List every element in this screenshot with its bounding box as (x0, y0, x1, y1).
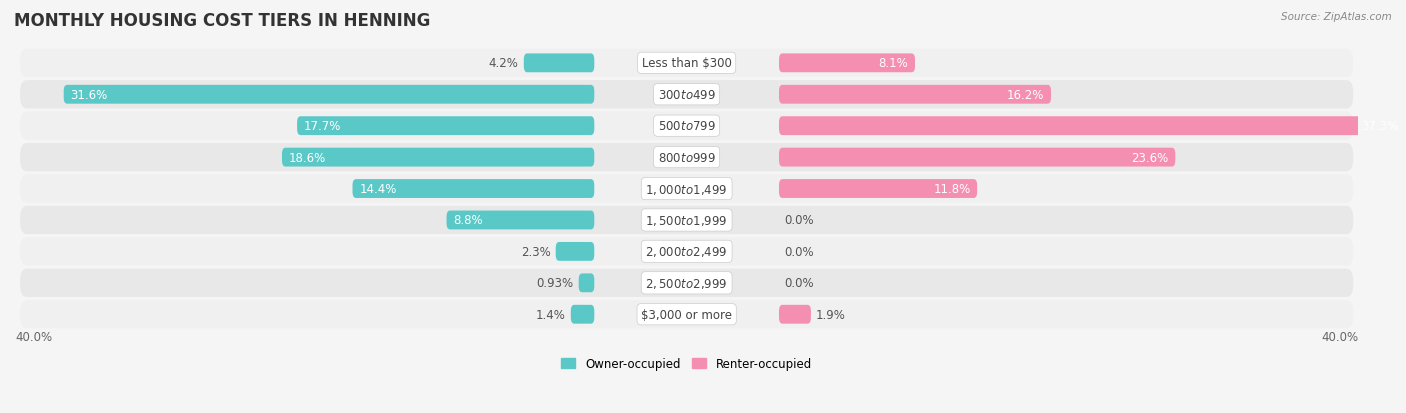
FancyBboxPatch shape (779, 54, 915, 73)
FancyBboxPatch shape (779, 305, 811, 324)
Text: 4.2%: 4.2% (489, 57, 519, 70)
Text: 14.4%: 14.4% (359, 183, 396, 196)
FancyBboxPatch shape (297, 117, 595, 136)
FancyBboxPatch shape (20, 300, 1353, 329)
Text: 11.8%: 11.8% (934, 183, 970, 196)
Text: 0.93%: 0.93% (537, 277, 574, 290)
Text: 2.3%: 2.3% (520, 245, 551, 258)
FancyBboxPatch shape (779, 117, 1406, 136)
FancyBboxPatch shape (779, 85, 1052, 104)
FancyBboxPatch shape (20, 269, 1353, 297)
FancyBboxPatch shape (579, 274, 595, 292)
FancyBboxPatch shape (283, 148, 595, 167)
FancyBboxPatch shape (20, 175, 1353, 203)
Text: $2,500 to $2,999: $2,500 to $2,999 (645, 276, 728, 290)
FancyBboxPatch shape (63, 85, 595, 104)
FancyBboxPatch shape (20, 144, 1353, 172)
FancyBboxPatch shape (20, 50, 1353, 78)
Text: 8.1%: 8.1% (879, 57, 908, 70)
Text: 16.2%: 16.2% (1007, 88, 1045, 102)
Text: 0.0%: 0.0% (785, 245, 814, 258)
FancyBboxPatch shape (20, 206, 1353, 235)
Text: 40.0%: 40.0% (15, 330, 52, 343)
Text: Less than $300: Less than $300 (641, 57, 731, 70)
Text: 0.0%: 0.0% (785, 214, 814, 227)
FancyBboxPatch shape (555, 242, 595, 261)
FancyBboxPatch shape (447, 211, 595, 230)
Text: 23.6%: 23.6% (1132, 151, 1168, 164)
Text: 17.7%: 17.7% (304, 120, 342, 133)
FancyBboxPatch shape (524, 54, 595, 73)
Text: $1,000 to $1,499: $1,000 to $1,499 (645, 182, 728, 196)
Text: 37.3%: 37.3% (1361, 120, 1399, 133)
Text: 40.0%: 40.0% (1322, 330, 1358, 343)
FancyBboxPatch shape (779, 180, 977, 199)
Text: Source: ZipAtlas.com: Source: ZipAtlas.com (1281, 12, 1392, 22)
Text: 0.0%: 0.0% (785, 277, 814, 290)
Text: $500 to $799: $500 to $799 (658, 120, 716, 133)
FancyBboxPatch shape (353, 180, 595, 199)
Text: MONTHLY HOUSING COST TIERS IN HENNING: MONTHLY HOUSING COST TIERS IN HENNING (14, 12, 430, 30)
Text: $300 to $499: $300 to $499 (658, 88, 716, 102)
Text: $2,000 to $2,499: $2,000 to $2,499 (645, 245, 728, 259)
FancyBboxPatch shape (20, 237, 1353, 266)
Legend: Owner-occupied, Renter-occupied: Owner-occupied, Renter-occupied (557, 353, 817, 375)
Text: $800 to $999: $800 to $999 (658, 151, 716, 164)
Text: $1,500 to $1,999: $1,500 to $1,999 (645, 214, 728, 228)
FancyBboxPatch shape (20, 81, 1353, 109)
Text: $3,000 or more: $3,000 or more (641, 308, 733, 321)
FancyBboxPatch shape (20, 112, 1353, 140)
FancyBboxPatch shape (779, 148, 1175, 167)
Text: 8.8%: 8.8% (453, 214, 482, 227)
Text: 1.9%: 1.9% (815, 308, 846, 321)
Text: 1.4%: 1.4% (536, 308, 565, 321)
FancyBboxPatch shape (571, 305, 595, 324)
Text: 18.6%: 18.6% (288, 151, 326, 164)
Text: 31.6%: 31.6% (70, 88, 108, 102)
